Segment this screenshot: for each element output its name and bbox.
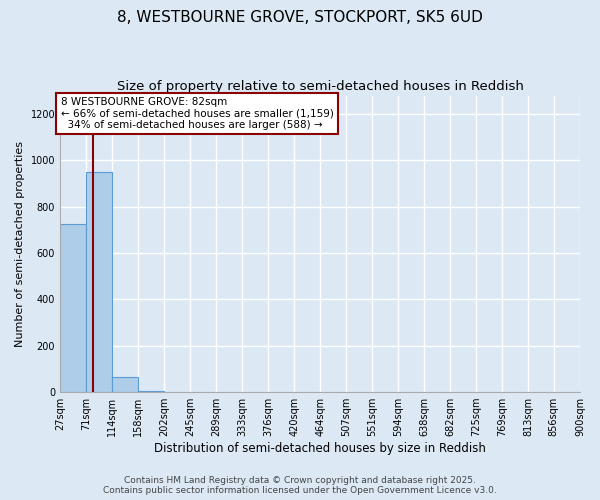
Bar — [138, 391, 164, 392]
Text: 8, WESTBOURNE GROVE, STOCKPORT, SK5 6UD: 8, WESTBOURNE GROVE, STOCKPORT, SK5 6UD — [117, 10, 483, 25]
X-axis label: Distribution of semi-detached houses by size in Reddish: Distribution of semi-detached houses by … — [154, 442, 486, 455]
Text: Contains HM Land Registry data © Crown copyright and database right 2025.
Contai: Contains HM Land Registry data © Crown c… — [103, 476, 497, 495]
Bar — [60, 224, 86, 392]
Title: Size of property relative to semi-detached houses in Reddish: Size of property relative to semi-detach… — [116, 80, 523, 93]
Text: 8 WESTBOURNE GROVE: 82sqm
← 66% of semi-detached houses are smaller (1,159)
  34: 8 WESTBOURNE GROVE: 82sqm ← 66% of semi-… — [61, 97, 334, 130]
Y-axis label: Number of semi-detached properties: Number of semi-detached properties — [15, 141, 25, 347]
Bar — [112, 377, 138, 392]
Bar — [86, 172, 112, 392]
